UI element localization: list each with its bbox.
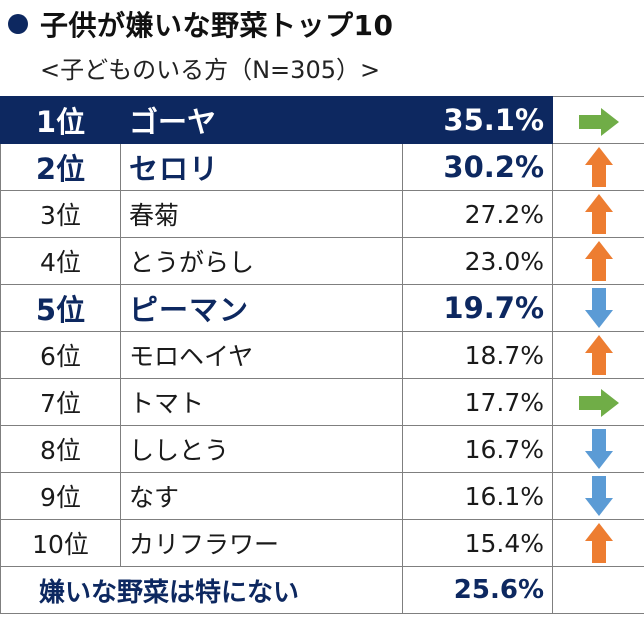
vegetable-name: モロヘイヤ — [120, 331, 403, 379]
chart-subtitle: <子どものいる方（N=305）> — [40, 56, 381, 84]
vegetable-name: ゴーヤ — [120, 96, 403, 144]
table-row: 6位 モロヘイヤ 18.7% — [0, 331, 644, 379]
rank-cell: 3位 — [0, 190, 121, 238]
percentage-value: 16.7% — [402, 425, 553, 473]
vegetable-name: ピーマン — [120, 284, 403, 332]
trend-cell-empty — [552, 566, 644, 614]
percentage-value: 19.7% — [402, 284, 553, 332]
down-arrow-icon — [584, 476, 613, 516]
up-arrow-icon — [584, 523, 613, 563]
ranking-table: 1位 ゴーヤ 35.1% 2位 セロリ 30.2% 3位 春菊 27.2% 4位… — [0, 96, 644, 614]
percentage-value: 15.4% — [402, 519, 553, 567]
up-arrow-icon — [584, 241, 613, 281]
vegetable-name: ししとう — [120, 425, 403, 473]
right-arrow-icon — [578, 389, 619, 417]
percentage-value: 23.0% — [402, 237, 553, 285]
percentage-value: 27.2% — [402, 190, 553, 238]
rank-cell: 8位 — [0, 425, 121, 473]
table-row: 4位 とうがらし 23.0% — [0, 237, 644, 285]
trend-cell — [552, 143, 644, 191]
chart-title: 子供が嫌いな野菜トップ10 — [40, 9, 394, 42]
up-arrow-icon — [584, 147, 613, 187]
trend-cell — [552, 331, 644, 379]
trend-cell — [552, 378, 644, 426]
down-arrow-icon — [584, 429, 613, 469]
trend-cell — [552, 472, 644, 520]
rank-cell: 10位 — [0, 519, 121, 567]
up-arrow-icon — [584, 194, 613, 234]
no-dislike-label: 嫌いな野菜は特にない — [0, 566, 403, 614]
rank-cell: 2位 — [0, 143, 121, 191]
table-row: 1位 ゴーヤ 35.1% — [0, 96, 644, 144]
trend-cell — [552, 237, 644, 285]
vegetable-name: なす — [120, 472, 403, 520]
vegetable-name: セロリ — [120, 143, 403, 191]
vegetable-name: カリフラワー — [120, 519, 403, 567]
vegetable-name: とうがらし — [120, 237, 403, 285]
trend-cell — [552, 284, 644, 332]
trend-cell — [552, 190, 644, 238]
table-row-footer: 嫌いな野菜は特にない 25.6% — [0, 566, 644, 614]
vegetable-name: 春菊 — [120, 190, 403, 238]
trend-cell — [552, 425, 644, 473]
bullet-icon — [8, 14, 28, 34]
rank-cell: 6位 — [0, 331, 121, 379]
vegetable-name: トマト — [120, 378, 403, 426]
rank-cell: 4位 — [0, 237, 121, 285]
table-row: 8位 ししとう 16.7% — [0, 425, 644, 473]
no-dislike-value: 25.6% — [402, 566, 553, 614]
title-row: 子供が嫌いな野菜トップ10 — [8, 4, 393, 44]
table-row: 2位 セロリ 30.2% — [0, 143, 644, 191]
right-arrow-icon — [578, 108, 619, 136]
percentage-value: 18.7% — [402, 331, 553, 379]
percentage-value: 16.1% — [402, 472, 553, 520]
percentage-value: 17.7% — [402, 378, 553, 426]
rank-cell: 1位 — [0, 96, 121, 144]
rank-cell: 5位 — [0, 284, 121, 332]
table-row: 5位 ピーマン 19.7% — [0, 284, 644, 332]
percentage-value: 30.2% — [402, 143, 553, 191]
table-row: 9位 なす 16.1% — [0, 472, 644, 520]
rank-cell: 9位 — [0, 472, 121, 520]
trend-cell — [552, 519, 644, 567]
table-row: 7位 トマト 17.7% — [0, 378, 644, 426]
up-arrow-icon — [584, 335, 613, 375]
trend-cell — [552, 96, 644, 144]
table-row: 10位 カリフラワー 15.4% — [0, 519, 644, 567]
percentage-value: 35.1% — [402, 96, 553, 144]
rank-cell: 7位 — [0, 378, 121, 426]
chart-header: 子供が嫌いな野菜トップ10 <子どものいる方（N=305）> — [0, 0, 644, 96]
table-row: 3位 春菊 27.2% — [0, 190, 644, 238]
down-arrow-icon — [584, 288, 613, 328]
